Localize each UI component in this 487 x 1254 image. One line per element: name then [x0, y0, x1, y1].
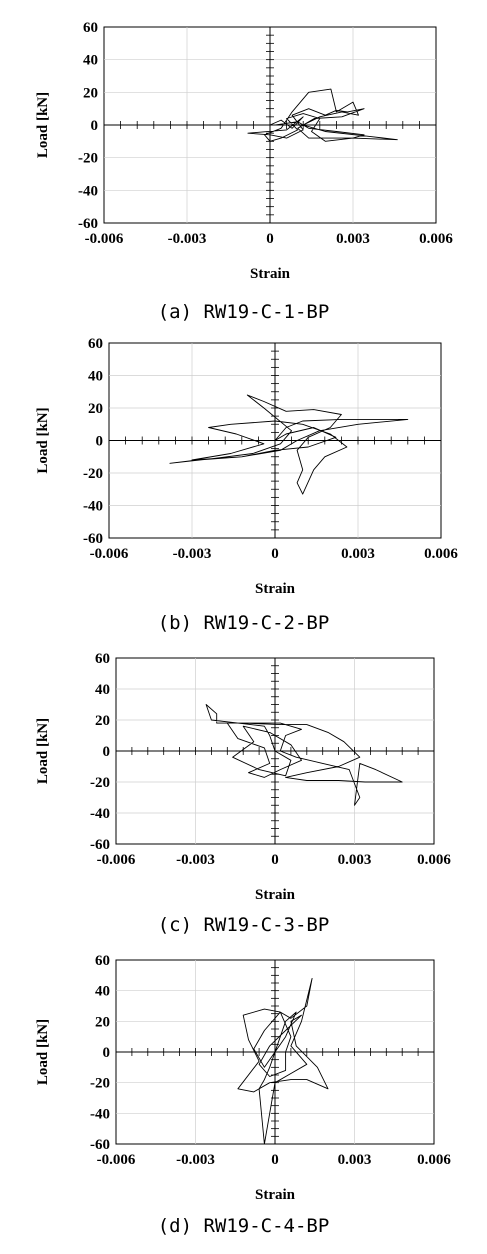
y-tick-label: -40 — [90, 1106, 110, 1122]
y-tick-label: 0 — [103, 744, 111, 760]
hysteresis-curve-1 — [237, 977, 329, 1145]
x-tick-label: -0.003 — [168, 231, 207, 247]
x-tick-label: 0.006 — [424, 546, 458, 562]
x-axis-label: Strain — [255, 1187, 296, 1203]
y-tick-label: 40 — [83, 53, 98, 69]
chart-panel-4: 60 40 20 0 -20 -40 -60-0.006 -0.003 0 0.003 0.006 S… — [35, 953, 451, 1237]
y-tick-label: 60 — [83, 20, 98, 36]
x-tick-label: 0.003 — [338, 1152, 372, 1168]
x-axis-label: Strain — [250, 266, 291, 282]
y-tick-label: 60 — [95, 651, 110, 667]
x-tick-label: -0.003 — [173, 546, 212, 562]
y-tick-label: -60 — [78, 216, 98, 232]
hysteresis-curve-1 — [169, 394, 409, 495]
x-tick-label: -0.006 — [85, 231, 124, 247]
chart-panel-2: 60 40 20 0 -20 -40 -60-0.006 -0.003 0 0.003 0.006 S… — [35, 336, 458, 634]
x-tick-label: 0 — [271, 1152, 279, 1168]
x-tick-label: -0.006 — [97, 852, 136, 868]
x-tick-label: -0.006 — [90, 546, 129, 562]
y-tick-label: 20 — [95, 1014, 110, 1030]
x-tick-label: -0.003 — [176, 1152, 215, 1168]
y-tick-label: 0 — [96, 434, 104, 450]
y-tick-label: -60 — [90, 837, 110, 853]
y-tick-label: -60 — [83, 531, 103, 547]
y-axis-label: Load [kN] — [35, 718, 51, 784]
hysteresis-curve-1 — [247, 88, 398, 142]
figure-caption: (b) RW19-C-2-BP — [158, 612, 330, 634]
y-tick-label: 0 — [103, 1045, 111, 1061]
figure-caption: (d) RW19-C-4-BP — [158, 1215, 330, 1237]
y-tick-label: 40 — [95, 984, 110, 1000]
y-tick-label: -20 — [90, 1076, 110, 1092]
y-tick-label: 0 — [91, 118, 99, 134]
x-tick-label: 0.006 — [417, 1152, 451, 1168]
x-tick-label: 0.003 — [336, 231, 370, 247]
x-tick-label: -0.006 — [97, 1152, 136, 1168]
chart-panel-3: 60 40 20 0 -20 -40 -60-0.006 -0.003 0 0.003 0.006 S… — [35, 651, 451, 936]
x-tick-label: 0.003 — [341, 546, 375, 562]
y-axis-label: Load [kN] — [35, 407, 51, 473]
y-tick-label: 60 — [88, 336, 103, 352]
y-tick-label: 40 — [88, 369, 103, 385]
y-tick-label: 20 — [88, 401, 103, 417]
y-tick-label: -60 — [90, 1137, 110, 1153]
x-axis-label: Strain — [255, 581, 296, 597]
y-tick-label: 20 — [95, 713, 110, 729]
x-tick-label: 0 — [266, 231, 274, 247]
y-tick-label: 20 — [83, 85, 98, 101]
chart-panel-1: 60 40 20 0 -20 -40 -60-0.006 -0.003 0 0.003 0.006 S… — [35, 20, 453, 323]
hysteresis-curve-1 — [205, 704, 403, 806]
x-axis-label: Strain — [255, 887, 296, 903]
x-tick-label: 0.003 — [338, 852, 372, 868]
figure-caption: (a) RW19-C-1-BP — [158, 301, 330, 323]
y-tick-label: -40 — [78, 183, 98, 199]
y-tick-label: 60 — [95, 953, 110, 969]
figure-caption: (c) RW19-C-3-BP — [158, 914, 330, 936]
y-tick-label: -40 — [90, 806, 110, 822]
y-tick-label: -40 — [83, 499, 103, 515]
y-tick-label: -20 — [90, 775, 110, 791]
x-tick-label: 0 — [271, 546, 279, 562]
x-tick-label: 0 — [271, 852, 279, 868]
x-tick-label: 0.006 — [419, 231, 453, 247]
y-tick-label: 40 — [95, 682, 110, 698]
y-axis-label: Load [kN] — [35, 92, 51, 158]
y-tick-label: -20 — [83, 466, 103, 482]
x-tick-label: -0.003 — [176, 852, 215, 868]
y-tick-label: -20 — [78, 151, 98, 167]
x-tick-label: 0.006 — [417, 852, 451, 868]
y-axis-label: Load [kN] — [35, 1019, 51, 1085]
